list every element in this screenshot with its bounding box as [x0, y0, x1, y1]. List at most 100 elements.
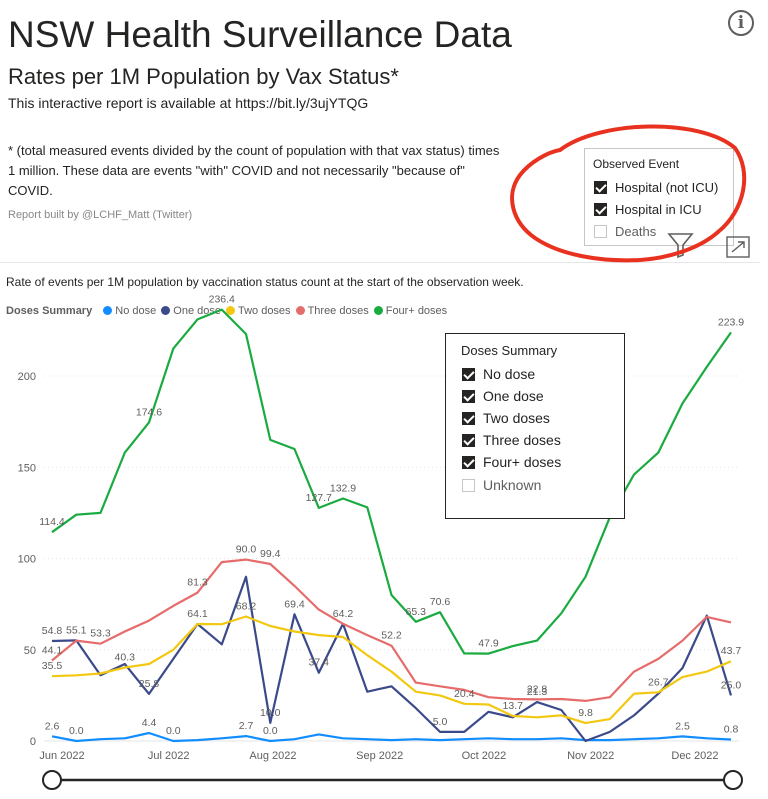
y-tick-label: 0 [30, 736, 36, 748]
series-line [51, 308, 732, 655]
data-label: 65.3 [406, 606, 427, 618]
legend-item[interactable]: Three doses [295, 305, 369, 317]
page-title: NSW Health Surveillance Data [8, 14, 512, 55]
x-tick-label: Jul 2022 [148, 750, 190, 762]
data-label: 2.6 [45, 720, 60, 732]
checkbox-checked-icon[interactable] [594, 181, 607, 194]
doses-item-one-dose[interactable]: One dose [462, 388, 544, 406]
chart-heading: Rate of events per 1M population by vacc… [6, 275, 524, 289]
data-label: 9.8 [578, 707, 593, 719]
data-label: 114.4 [39, 516, 65, 528]
doses-item-no-dose[interactable]: No dose [462, 366, 535, 384]
checkbox-unchecked-icon[interactable] [594, 225, 607, 238]
data-label: 40.3 [115, 651, 136, 663]
data-label: 47.9 [478, 638, 499, 650]
legend-title: Doses Summary [6, 305, 93, 317]
data-label: 236.4 [209, 294, 235, 306]
y-tick-label: 150 [18, 462, 36, 474]
info-icon[interactable]: i [728, 10, 754, 36]
data-label: 223.9 [718, 316, 744, 328]
series-line [51, 615, 732, 725]
data-label: 35.5 [42, 660, 63, 672]
legend-dot-icon [103, 306, 113, 315]
checkbox-unchecked-icon[interactable] [462, 479, 475, 492]
legend-dot-icon [295, 306, 305, 315]
data-label: 4.4 [142, 717, 157, 729]
series-line [51, 558, 732, 702]
series-line [51, 731, 732, 743]
footnote: * (total measured events divided by the … [8, 143, 500, 198]
doses-slicer-title: Doses Summary [461, 343, 558, 358]
range-slider-end-handle[interactable] [723, 770, 743, 790]
data-label: 68.2 [236, 601, 257, 613]
data-label: 0.8 [724, 724, 739, 736]
data-label: 127.7 [306, 492, 332, 504]
doses-item-three-doses[interactable]: Three doses [462, 432, 561, 450]
data-label: 70.6 [430, 596, 451, 608]
data-label: 64.1 [187, 608, 208, 620]
data-label: 5.0 [433, 716, 448, 728]
data-label: 0.0 [69, 725, 84, 737]
range-slider-start-handle[interactable] [42, 770, 62, 790]
data-label: 22.8 [527, 683, 548, 695]
data-label: 99.4 [260, 548, 281, 560]
data-label: 52.2 [381, 630, 402, 642]
data-label: 43.7 [721, 645, 742, 657]
data-label: 53.3 [90, 628, 111, 640]
data-label: 54.8 [42, 625, 63, 637]
data-label: 25.0 [721, 679, 742, 691]
data-label: 55.1 [66, 624, 87, 636]
y-tick-label: 200 [18, 371, 36, 383]
doses-item-unknown[interactable]: Unknown [462, 477, 541, 495]
data-label: 2.5 [675, 720, 690, 732]
doses-summary-slicer: Doses Summary No dose One dose Two doses… [445, 333, 625, 519]
credit-text: Report built by @LCHF_Matt (Twitter) [8, 209, 193, 221]
data-label: 0.0 [263, 725, 278, 737]
data-label: 69.4 [284, 598, 305, 610]
slicer-title: Observed Event [593, 157, 680, 171]
x-tick-label: Aug 2022 [249, 750, 296, 762]
checkbox-checked-icon[interactable] [462, 390, 475, 403]
legend-item[interactable]: Four+ doses [373, 305, 447, 317]
legend-item[interactable]: Two doses [225, 305, 291, 317]
line-chart: 0 50 100 150 200 Jun 2022 Jul 2022 Aug 2022 Sep … [18, 294, 744, 790]
data-label: 0.0 [166, 725, 181, 737]
checkbox-checked-icon[interactable] [462, 368, 475, 381]
legend-dot-icon [373, 306, 383, 315]
data-label: 25.8 [139, 678, 160, 690]
legend-dot-icon [225, 306, 235, 315]
data-label: 37.4 [309, 657, 330, 669]
checkbox-checked-icon[interactable] [462, 434, 475, 447]
data-label: 20.4 [454, 688, 475, 700]
y-tick-label: 100 [18, 554, 36, 566]
page-subtitle: Rates per 1M Population by Vax Status* [8, 64, 399, 89]
data-label: 44.1 [42, 645, 63, 657]
series-line [51, 575, 733, 743]
slicer-item-hospital-icu[interactable]: Hospital in ICU [594, 202, 702, 220]
data-label: 90.0 [236, 544, 257, 556]
doses-item-two-doses[interactable]: Two doses [462, 410, 550, 428]
data-label: 174.6 [136, 406, 162, 418]
legend-dot-icon [161, 306, 171, 315]
x-tick-label: Oct 2022 [462, 750, 507, 762]
slicer-item-hospital-not-icu[interactable]: Hospital (not ICU) [594, 180, 718, 198]
checkbox-checked-icon[interactable] [462, 412, 475, 425]
x-tick-label: Dec 2022 [671, 750, 718, 762]
checkbox-checked-icon[interactable] [594, 203, 607, 216]
x-tick-label: Nov 2022 [567, 750, 614, 762]
data-label: 81.3 [187, 577, 208, 589]
data-label: 21.3 [527, 686, 548, 698]
slicer-item-deaths[interactable]: Deaths [594, 224, 656, 242]
y-tick-label: 50 [24, 645, 36, 657]
observed-event-slicer: Observed Event Hospital (not ICU) Hospit… [584, 148, 734, 246]
report-link-text: This interactive report is available at … [8, 95, 369, 111]
data-label: 64.2 [333, 608, 354, 620]
legend-item[interactable]: No dose [103, 305, 156, 317]
data-label: 132.9 [330, 482, 356, 494]
data-label: 13.7 [503, 700, 524, 712]
doses-item-four-plus-doses[interactable]: Four+ doses [462, 454, 561, 472]
data-label: 26.7 [648, 676, 669, 688]
report-header: NSW Health Surveillance Data Rates per 1… [0, 0, 760, 263]
x-tick-label: Jun 2022 [39, 750, 84, 762]
checkbox-checked-icon[interactable] [462, 456, 475, 469]
